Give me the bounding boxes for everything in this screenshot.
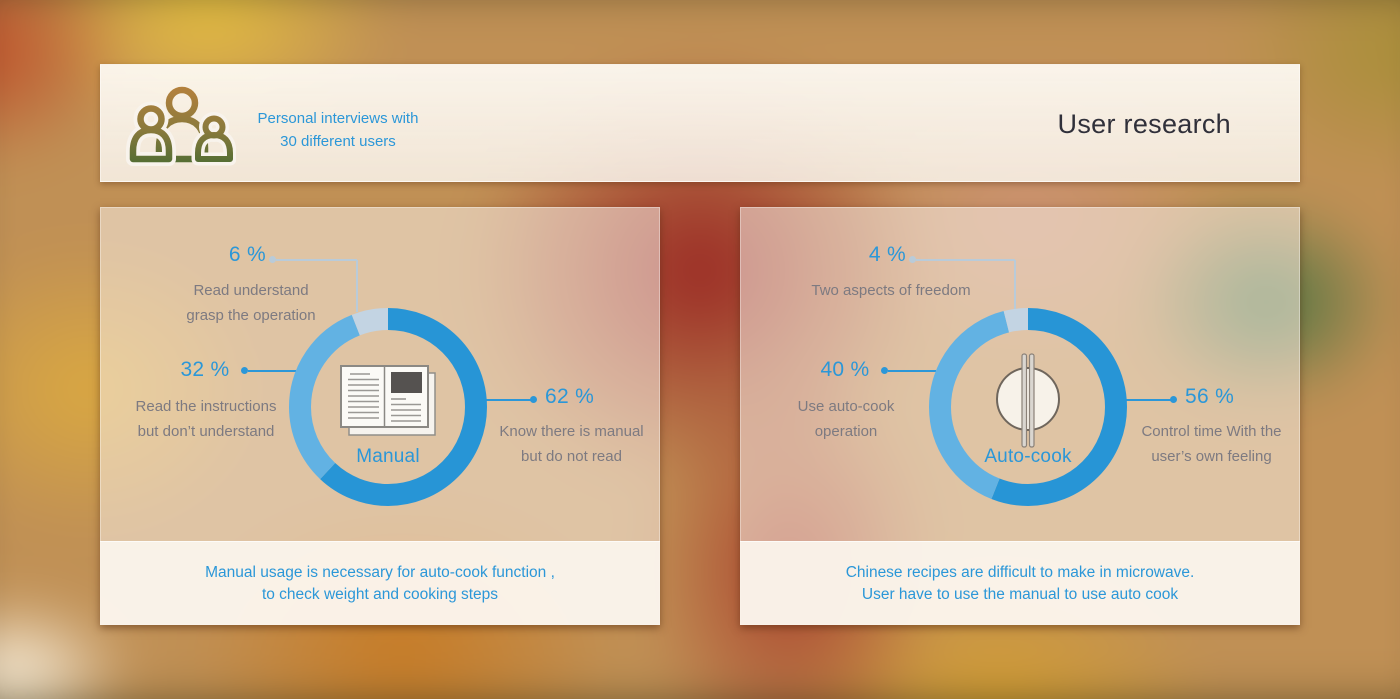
autocook-desc-56: Control time With the user’s own feeling: [1109, 419, 1314, 469]
summary-line: Manual usage is necessary for auto-cook …: [205, 563, 555, 581]
desc-line: Know there is manual: [499, 423, 644, 440]
manual-summary: Manual usage is necessary for auto-cook …: [100, 541, 660, 625]
manual-pct-32: 32 %: [180, 358, 230, 381]
manual-desc-6: Read understand grasp the operation: [131, 278, 371, 328]
desc-line: but do not read: [521, 448, 622, 465]
manual-pct-6: 6 %: [228, 243, 266, 266]
interview-note: Personal interviews with 30 different us…: [208, 107, 468, 153]
people-group-icon: [126, 86, 236, 166]
autocook-desc-4: Two aspects of freedom: [771, 278, 1011, 303]
desc-line: Control time With the: [1141, 423, 1282, 440]
connector-dot: [909, 256, 916, 263]
connector-line: [1126, 399, 1171, 401]
connector-dot: [530, 396, 537, 403]
open-manual-book-icon: [340, 365, 436, 436]
autocook-summary: Chinese recipes are difficult to make in…: [740, 541, 1300, 625]
desc-line: Read understand: [193, 282, 309, 299]
connector-line: [276, 259, 357, 261]
connector-line: [248, 370, 296, 372]
autocook-pct-56: 56 %: [1185, 385, 1235, 408]
donut-rings: [929, 308, 1127, 506]
connector-dot: [881, 367, 888, 374]
desc-line: grasp the operation: [186, 307, 316, 324]
desc-line: Use auto-cook: [797, 398, 895, 415]
connector-line: [1014, 260, 1016, 309]
connector-line: [486, 399, 531, 401]
manual-donut-chart: [278, 297, 498, 517]
interview-note-line2: 30 different users: [280, 133, 396, 150]
manual-desc-62: Know there is manual but do not read: [469, 419, 674, 469]
autocook-donut-chart: [918, 297, 1138, 517]
desc-line: Two aspects of freedom: [811, 282, 971, 299]
interview-note-line1: Personal interviews with: [257, 110, 419, 127]
desc-line: but don’t understand: [137, 423, 275, 440]
donut-center: [918, 297, 1138, 517]
summary-line: User have to use the manual to use auto …: [861, 585, 1179, 603]
autocook-pct-40: 40 %: [820, 358, 870, 381]
page-title: User research: [1057, 109, 1231, 139]
desc-line: user’s own feeling: [1151, 448, 1272, 465]
desc-line: Read the instructions: [135, 398, 277, 415]
header-bar: Personal interviews with 30 different us…: [100, 64, 1300, 182]
donut-center: [278, 297, 498, 517]
manual-research-card: 6 % Read understand grasp the operation …: [100, 207, 660, 625]
autocook-desc-40: Use auto-cook operation: [741, 394, 951, 444]
manual-desc-32: Read the instructions but don’t understa…: [101, 394, 311, 444]
connector-dot: [241, 367, 248, 374]
autocook-donut-label: Auto-cook: [984, 446, 1072, 467]
autocook-research-card: 4 % Two aspects of freedom 40 % Use auto…: [740, 207, 1300, 625]
connector-line: [888, 370, 936, 372]
connector-line: [916, 259, 1015, 261]
connector-dot: [269, 256, 276, 263]
summary-line: to check weight and cooking steps: [261, 585, 499, 603]
desc-line: operation: [814, 423, 878, 440]
connector-dot: [1170, 396, 1177, 403]
connector-line: [356, 260, 358, 312]
donut-rings: [289, 308, 487, 506]
summary-line: Chinese recipes are difficult to make in…: [845, 563, 1195, 581]
manual-pct-62: 62 %: [545, 385, 595, 408]
plate-chopsticks-icon: [996, 353, 1060, 448]
autocook-pct-4: 4 %: [868, 243, 906, 266]
manual-donut-label: Manual: [356, 446, 420, 467]
